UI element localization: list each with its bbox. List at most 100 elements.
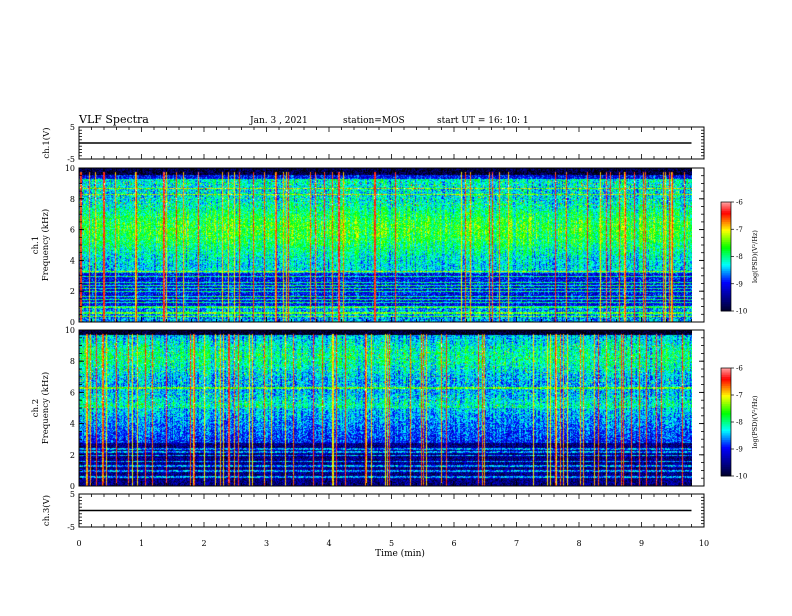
colorbar-cell <box>721 429 731 432</box>
colorbar-tick-label: -6 <box>736 199 743 207</box>
x-tick-label: 3 <box>264 539 269 548</box>
colorbar-cell <box>721 441 731 444</box>
ch2-spectrogram-panel: 0 2 4 6 8 10 ch.2 Frequency (kHz) <box>31 326 705 491</box>
colorbar-cell <box>721 280 731 283</box>
colorbar-cell <box>721 261 731 265</box>
x-tick-label: 2 <box>201 539 206 548</box>
x-tick-label: 9 <box>639 539 644 548</box>
colorbar-cell <box>721 303 731 306</box>
date-label: Jan. 3 , 2021 <box>249 116 308 126</box>
colorbar-cell <box>721 393 731 396</box>
colorbar-cell <box>721 247 731 250</box>
colorbar-cell <box>721 384 731 387</box>
colorbar-cell <box>721 225 731 228</box>
colorbar-cell <box>721 434 731 437</box>
colorbar-cell <box>721 223 731 227</box>
colorbar-tick-label: -9 <box>736 446 743 454</box>
colorbar-cell <box>721 404 731 407</box>
colorbar-cell <box>721 386 731 389</box>
y-tick-label: 5 <box>70 123 75 132</box>
colorbar-cell <box>721 443 731 446</box>
ch1-y-axis-label: ch.1(V) <box>41 127 52 158</box>
colorbar-cell <box>721 474 731 477</box>
colorbar-cell <box>721 369 731 372</box>
colorbar-cell <box>721 459 731 462</box>
y-tick-label: 6 <box>70 226 75 235</box>
colorbar-cell <box>721 405 731 408</box>
spectrogram-image <box>79 168 692 322</box>
colorbar-cell <box>721 256 731 259</box>
y-tick-label: -5 <box>67 155 75 164</box>
x-tick-label: 10 <box>699 539 709 548</box>
colorbar-cell <box>721 463 731 466</box>
colorbar-tick-label: -6 <box>736 365 743 373</box>
ch2-y-axis-label: Frequency (kHz) <box>40 372 51 444</box>
y-tick-label: 2 <box>70 287 75 296</box>
colorbar-label: log(PSD)(V²/Hz) <box>751 395 759 448</box>
colorbar-cell <box>721 309 731 312</box>
colorbar-cell <box>721 271 731 274</box>
colorbar-cell <box>721 267 731 270</box>
colorbar-cell <box>721 238 731 241</box>
colorbar-cell <box>721 409 731 412</box>
colorbar-cell <box>721 378 731 381</box>
figure-title: VLF Spectra <box>78 113 149 126</box>
x-tick-label: 1 <box>139 539 144 548</box>
x-tick-label: 6 <box>451 539 456 548</box>
colorbar-cell <box>721 422 731 425</box>
colorbar-cell <box>721 301 731 305</box>
colorbar-cell <box>721 240 731 243</box>
colorbar-cell <box>721 294 731 297</box>
colorbar-cell <box>721 220 731 223</box>
colorbar-cell <box>721 245 731 248</box>
colorbar-cell <box>721 396 731 399</box>
colorbar-cell <box>721 289 731 292</box>
y-tick-label: 0 <box>70 482 75 491</box>
x-tick-label: 8 <box>576 539 581 548</box>
ch1-y-axis-label: ch.1 <box>31 236 41 254</box>
colorbar-cell <box>721 423 731 426</box>
colorbar-cell <box>721 411 731 414</box>
colorbar-cell <box>721 452 731 455</box>
colorbar-cell <box>721 260 731 263</box>
colorbar-cell <box>721 278 731 281</box>
colorbar-tick-label: -10 <box>736 308 747 316</box>
colorbar-cell <box>721 214 731 217</box>
y-tick-label: 6 <box>70 388 75 397</box>
colorbar-cell <box>721 445 731 448</box>
colorbar-cell <box>721 296 731 299</box>
y-tick-label: 8 <box>70 357 75 366</box>
colorbar-cell <box>721 241 731 245</box>
colorbar-cell <box>721 203 731 207</box>
spectrogram-image <box>79 330 692 486</box>
colorbar-cell <box>721 263 731 266</box>
colorbar-cell <box>721 398 731 401</box>
y-tick-label: 2 <box>70 451 75 460</box>
colorbar-cell <box>721 272 731 276</box>
colorbar-cell <box>721 416 731 419</box>
ch3-y-axis-label: ch.3(V) <box>41 495 52 526</box>
colorbar-tick-label: -9 <box>736 280 743 288</box>
colorbar-cell <box>721 287 731 290</box>
colorbar-tick-label: -10 <box>736 473 747 481</box>
colorbar-cell <box>721 291 731 294</box>
colorbar-cell <box>721 276 731 279</box>
ch1-spectrogram-panel: 0 2 4 6 8 10 ch.1 Frequency (kHz) <box>31 164 705 327</box>
colorbar-cell <box>721 300 731 303</box>
y-tick-label: -5 <box>67 523 75 532</box>
ch3-waveform-panel: 5 -5 ch.3(V) <box>41 490 705 532</box>
ch2-y-axis-label: ch.2 <box>31 399 41 417</box>
y-tick-label: 4 <box>70 256 75 265</box>
colorbar-cell <box>721 438 731 441</box>
time-axis: 0 1 2 3 4 5 6 7 8 9 10 <box>76 539 709 548</box>
colorbar-cell <box>721 285 731 288</box>
start-ut-label: start UT = 16: 10: 1 <box>437 116 529 126</box>
x-tick-label: 0 <box>76 539 81 548</box>
colorbar-cell <box>721 231 731 234</box>
colorbar-cell <box>721 387 731 390</box>
x-tick-label: 7 <box>514 539 519 548</box>
colorbar-tick-label: -8 <box>736 253 743 261</box>
colorbar-cell <box>721 281 731 285</box>
colorbar-cell <box>721 202 731 205</box>
colorbar-cell <box>721 216 731 219</box>
